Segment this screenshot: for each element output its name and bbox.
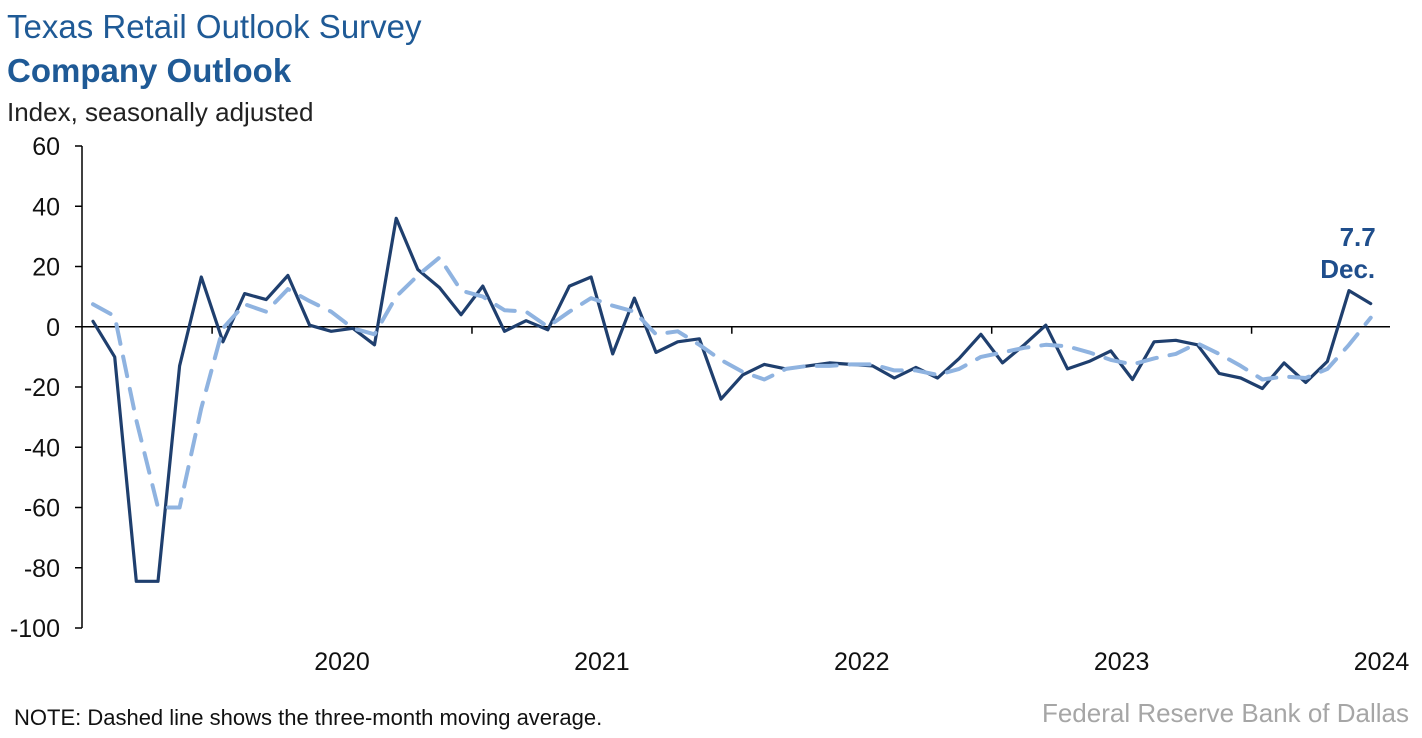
x-tick-label: 2024 [1354, 648, 1410, 676]
chart-subtitle: Company Outlook [7, 52, 292, 89]
x-tick-label: 2023 [1094, 648, 1150, 676]
index-line [91, 216, 1373, 583]
y-tick-label: 0 [46, 314, 60, 342]
footnote: NOTE: Dashed line shows the three-month … [14, 705, 603, 730]
chart-title: Texas Retail Outlook Survey [7, 8, 422, 45]
y-tick-label: -60 [24, 495, 60, 523]
y-tick-label: -80 [24, 555, 60, 583]
x-tick-label: 2020 [314, 648, 370, 676]
y-axis-label: Index, seasonally adjusted [7, 97, 314, 127]
chart-axes [75, 145, 1390, 629]
latest-month-label: Dec. [1320, 254, 1375, 284]
y-tick-label: 40 [32, 193, 60, 221]
y-tick-label: 20 [32, 254, 60, 282]
x-tick-label: 2021 [574, 648, 630, 676]
y-tick-label: 60 [32, 133, 60, 161]
chart-labels: 60 40 20 0 -20 -40 -60 -80 -100 2020 2021 2022 2023 2… [10, 133, 1409, 676]
y-tick-label: -20 [24, 374, 60, 402]
moving-average-line [91, 255, 1373, 510]
y-tick-label: -40 [24, 434, 60, 462]
source-credit: Federal Reserve Bank of Dallas [1041, 698, 1409, 728]
x-tick-label: 2022 [834, 648, 890, 676]
chart-series [91, 216, 1373, 583]
latest-value-label: 7.7 [1340, 222, 1376, 252]
y-tick-label: -100 [10, 615, 60, 643]
